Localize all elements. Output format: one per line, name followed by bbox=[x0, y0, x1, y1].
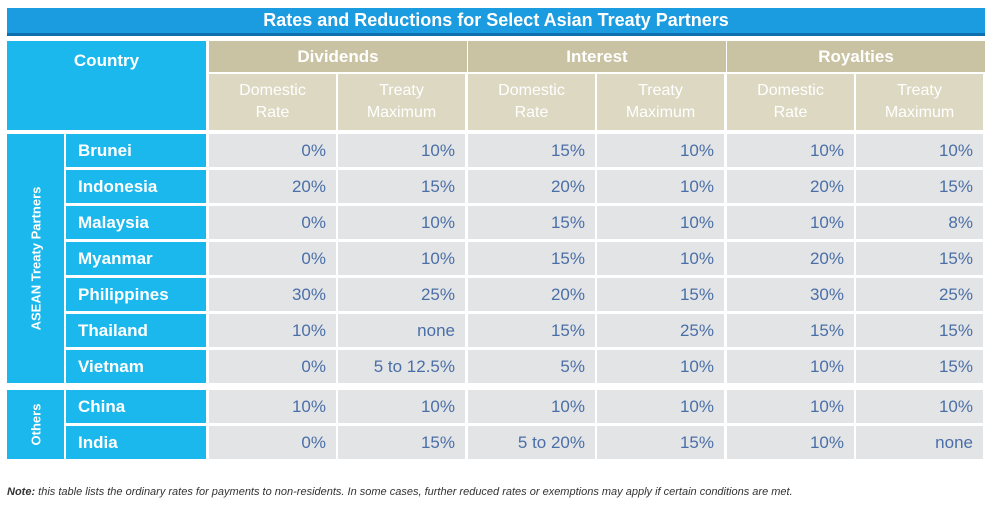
value-cell: 15% bbox=[468, 242, 595, 275]
value-cell: 10% bbox=[597, 170, 724, 203]
value-cell: 10% bbox=[338, 134, 465, 167]
row-country-malaysia: Malaysia bbox=[66, 206, 206, 239]
group-header-dividends: Dividends bbox=[209, 41, 467, 72]
value-cell: 10% bbox=[727, 134, 854, 167]
value-cell: none bbox=[856, 426, 983, 459]
sub-header: Domestic Rate bbox=[727, 74, 854, 130]
value-cell: 15% bbox=[727, 314, 854, 347]
value-cell: 10% bbox=[468, 390, 595, 423]
value-cell: 15% bbox=[338, 170, 465, 203]
row-country-philippines: Philippines bbox=[66, 278, 206, 311]
value-cell: 30% bbox=[209, 278, 336, 311]
row-country-indonesia: Indonesia bbox=[66, 170, 206, 203]
value-cell: 10% bbox=[597, 134, 724, 167]
value-cell: 15% bbox=[856, 170, 983, 203]
value-cell: 20% bbox=[727, 170, 854, 203]
value-cell: 10% bbox=[727, 350, 854, 383]
row-country-myanmar: Myanmar bbox=[66, 242, 206, 275]
value-cell: none bbox=[338, 314, 465, 347]
value-cell: 15% bbox=[597, 278, 724, 311]
value-cell: 0% bbox=[209, 426, 336, 459]
value-cell: 10% bbox=[597, 390, 724, 423]
row-country-china: China bbox=[66, 390, 206, 423]
table-title: Rates and Reductions for Select Asian Tr… bbox=[7, 8, 985, 36]
sub-header: Domestic Rate bbox=[468, 74, 595, 130]
value-cell: 15% bbox=[856, 242, 983, 275]
value-cell: 10% bbox=[597, 206, 724, 239]
value-cell: 0% bbox=[209, 242, 336, 275]
group-header-royalties: Royalties bbox=[727, 41, 985, 72]
group-header-interest: Interest bbox=[468, 41, 726, 72]
table-note: Note: this table lists the ordinary rate… bbox=[7, 486, 793, 498]
value-cell: 15% bbox=[856, 350, 983, 383]
value-cell: 10% bbox=[856, 390, 983, 423]
note-label: Note: bbox=[7, 486, 36, 498]
value-cell: 25% bbox=[338, 278, 465, 311]
value-cell: 10% bbox=[727, 390, 854, 423]
value-cell: 10% bbox=[597, 350, 724, 383]
value-cell: 20% bbox=[209, 170, 336, 203]
value-cell: 20% bbox=[468, 278, 595, 311]
value-cell: 0% bbox=[209, 206, 336, 239]
sub-header: Domestic Rate bbox=[209, 74, 336, 130]
value-cell: 10% bbox=[338, 242, 465, 275]
value-cell: 0% bbox=[209, 134, 336, 167]
note-text: this table lists the ordinary rates for … bbox=[35, 486, 793, 498]
value-cell: 5 to 20% bbox=[468, 426, 595, 459]
value-cell: 10% bbox=[338, 390, 465, 423]
sub-header: Treaty Maximum bbox=[856, 74, 983, 130]
value-cell: 15% bbox=[468, 134, 595, 167]
value-cell: 30% bbox=[727, 278, 854, 311]
value-cell: 25% bbox=[856, 278, 983, 311]
value-cell: 0% bbox=[209, 350, 336, 383]
value-cell: 20% bbox=[727, 242, 854, 275]
value-cell: 25% bbox=[597, 314, 724, 347]
row-country-india: India bbox=[66, 426, 206, 459]
row-group-label: ASEAN Treaty Partners bbox=[7, 134, 64, 383]
value-cell: 10% bbox=[338, 206, 465, 239]
row-group-label: Others bbox=[7, 390, 64, 459]
sub-header: Treaty Maximum bbox=[597, 74, 724, 130]
country-header: Country bbox=[7, 41, 206, 130]
value-cell: 10% bbox=[856, 134, 983, 167]
value-cell: 10% bbox=[727, 206, 854, 239]
value-cell: 10% bbox=[209, 390, 336, 423]
value-cell: 15% bbox=[856, 314, 983, 347]
row-country-thailand: Thailand bbox=[66, 314, 206, 347]
row-group-label-text: Others bbox=[28, 403, 43, 446]
value-cell: 15% bbox=[597, 426, 724, 459]
value-cell: 15% bbox=[338, 426, 465, 459]
value-cell: 10% bbox=[209, 314, 336, 347]
value-cell: 5 to 12.5% bbox=[338, 350, 465, 383]
row-group-label-text: ASEAN Treaty Partners bbox=[28, 186, 43, 331]
value-cell: 5% bbox=[468, 350, 595, 383]
value-cell: 15% bbox=[468, 206, 595, 239]
value-cell: 10% bbox=[597, 242, 724, 275]
value-cell: 8% bbox=[856, 206, 983, 239]
sub-header: Treaty Maximum bbox=[338, 74, 465, 130]
value-cell: 15% bbox=[468, 314, 595, 347]
row-country-brunei: Brunei bbox=[66, 134, 206, 167]
value-cell: 20% bbox=[468, 170, 595, 203]
row-country-vietnam: Vietnam bbox=[66, 350, 206, 383]
value-cell: 10% bbox=[727, 426, 854, 459]
